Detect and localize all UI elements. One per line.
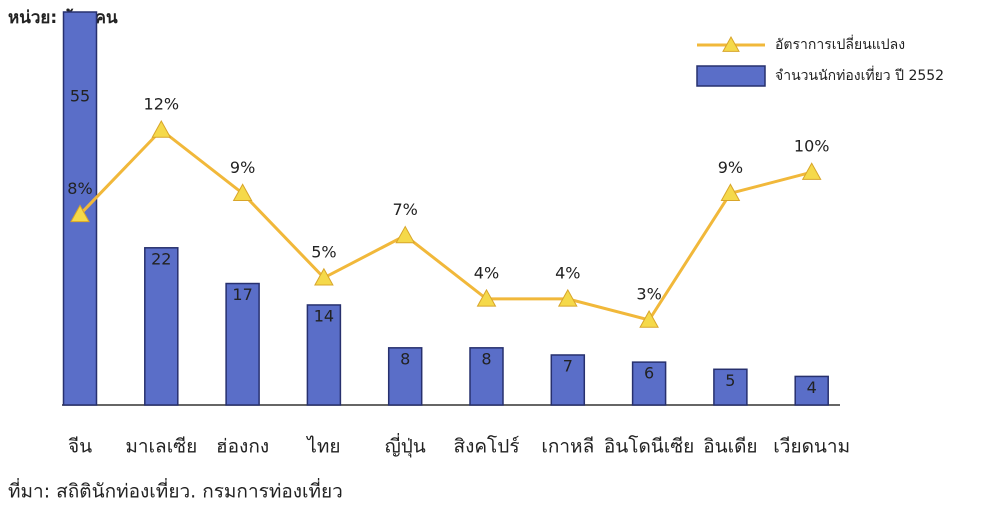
bar-value-label: 55 (70, 87, 90, 106)
bar-value-label: 5 (725, 371, 735, 390)
line-marker (70, 204, 90, 223)
line-value-label: 5% (311, 242, 336, 261)
line-value-label: 4% (555, 263, 580, 282)
x-tick-label: เวียดนาม (773, 436, 850, 458)
bar (631, 361, 667, 406)
bar (713, 368, 748, 406)
x-tick-label: ไทย (305, 436, 340, 458)
source: ที่มา: สถิตินักท่องเที่ยว. กรมการท่องเที… (8, 478, 343, 503)
line-value-label: 10% (794, 137, 830, 156)
line-value-label: 9% (230, 158, 255, 177)
bar-value-label: 7 (563, 356, 573, 375)
x-tick-label: เกาหลี (541, 436, 594, 458)
line-value-label: 4% (474, 263, 499, 282)
bar (144, 247, 179, 406)
bar (387, 347, 423, 406)
x-tick-label: จีน (68, 436, 92, 458)
bar-value-label: 14 (314, 306, 334, 325)
bar-value-label: 17 (232, 285, 252, 304)
line-marker (314, 267, 334, 286)
bar (225, 282, 260, 406)
x-tick-label: สิงคโปร์ (453, 435, 519, 458)
legend-swatch (696, 65, 766, 87)
bar (550, 354, 586, 406)
legend-marker (722, 35, 740, 52)
line-marker (395, 225, 416, 244)
line-marker (476, 288, 497, 307)
line-value-label: 9% (718, 158, 743, 177)
line-value-label: 12% (144, 95, 180, 114)
bar-value-label: 8 (400, 349, 410, 368)
bar (469, 347, 504, 406)
line-value-label: 7% (393, 200, 418, 219)
line-marker (557, 288, 578, 307)
bar-value-label: 8 (481, 349, 491, 368)
line (78, 127, 813, 322)
x-tick-label: มาเลเซีย (125, 436, 197, 458)
line-value-label: 3% (636, 285, 661, 304)
line-marker (151, 119, 172, 138)
bar (794, 375, 829, 406)
x-tick-label: อินเดีย (703, 436, 757, 458)
legend-label: จำนวนนักท่องเที่ยว ปี 2552 (775, 66, 944, 84)
line-marker (232, 183, 253, 202)
line-marker (639, 309, 659, 328)
x-tick-label: ฮ่องกง (216, 436, 269, 458)
x-tick-label: ญี่ปุ่น (385, 433, 426, 459)
line-value-label: 8% (67, 179, 92, 198)
bar-value-label: 6 (644, 364, 654, 383)
x-tick-label: อินโดนีเซีย (604, 435, 694, 458)
bar-value-label: 4 (807, 378, 817, 397)
bar (306, 304, 342, 406)
line-marker (720, 183, 741, 202)
bar-value-label: 22 (151, 249, 171, 268)
legend-label: อัตราการเปลี่ยนแปลง (775, 35, 905, 53)
line-marker (801, 162, 822, 180)
